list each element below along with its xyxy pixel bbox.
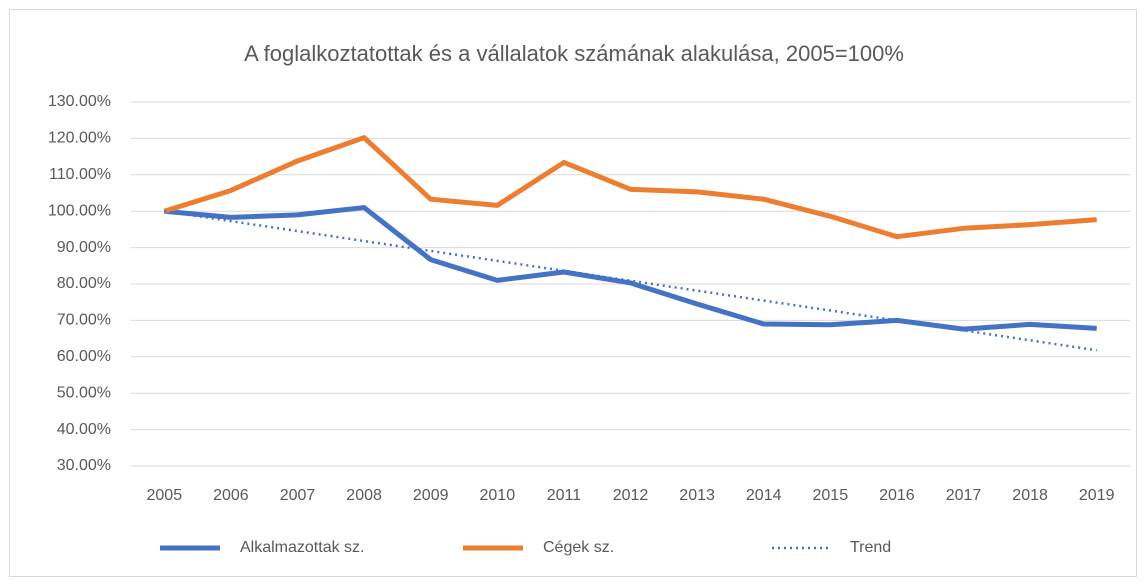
y-tick-label: 130.00%	[48, 93, 111, 110]
y-tick-label: 30.00%	[57, 457, 111, 474]
x-tick-label: 2005	[147, 487, 183, 504]
x-tick-label: 2007	[280, 487, 316, 504]
x-tick-label: 2013	[679, 487, 715, 504]
x-tick-label: 2018	[1012, 487, 1048, 504]
x-tick-label: 2014	[746, 487, 782, 504]
legend-label: Cégek sz.	[543, 539, 614, 556]
y-tick-label: 50.00%	[57, 384, 111, 401]
x-tick-label: 2008	[346, 487, 382, 504]
x-tick-label: 2006	[213, 487, 249, 504]
x-tick-label: 2015	[813, 487, 849, 504]
y-tick-label: 60.00%	[57, 348, 111, 365]
x-tick-label: 2010	[480, 487, 516, 504]
y-tick-label: 40.00%	[57, 421, 111, 438]
chart-title: A foglalkoztatottak és a vállalatok szám…	[244, 41, 904, 66]
x-tick-label: 2009	[413, 487, 449, 504]
y-tick-label: 100.00%	[48, 202, 111, 219]
y-tick-label: 80.00%	[57, 275, 111, 292]
x-tick-label: 2012	[613, 487, 649, 504]
y-tick-label: 90.00%	[57, 239, 111, 256]
legend-label: Alkalmazottak sz.	[240, 539, 364, 556]
chart-frame	[9, 9, 1137, 577]
trend-line	[164, 209, 1097, 352]
series-line	[163, 135, 1097, 240]
x-tick-label: 2011	[547, 487, 582, 504]
x-tick-label: 2016	[879, 487, 915, 504]
x-tick-label: 2019	[1079, 487, 1115, 504]
y-tick-label: 70.00%	[57, 312, 111, 329]
y-tick-label: 110.00%	[49, 166, 111, 183]
y-tick-label: 120.00%	[48, 130, 111, 147]
legend-label: Trend	[850, 539, 891, 556]
x-tick-label: 2017	[946, 487, 982, 504]
series-line	[164, 205, 1097, 332]
